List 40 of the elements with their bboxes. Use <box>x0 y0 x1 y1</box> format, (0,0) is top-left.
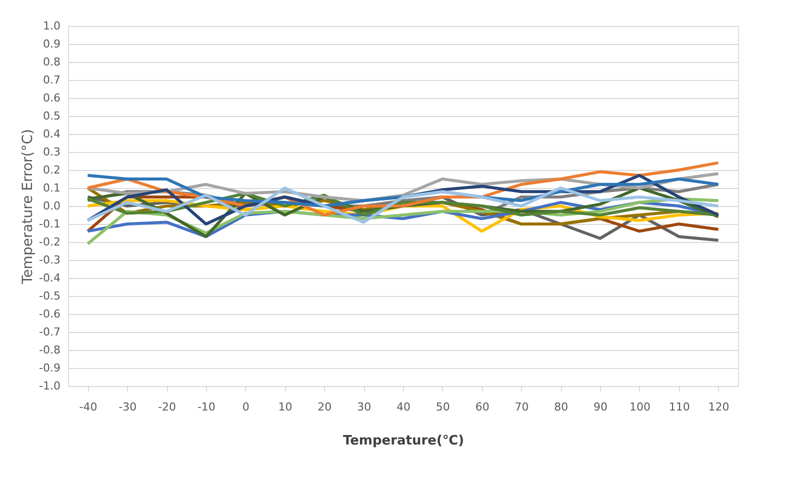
x-tick-label: -30 <box>118 400 137 414</box>
y-tick-label: -0.8 <box>39 344 60 356</box>
x-tick-label: 10 <box>278 400 292 414</box>
y-tick-label: 0.7 <box>43 74 60 86</box>
y-tick-label: -0.1 <box>39 218 60 230</box>
y-tick-label: -0.4 <box>39 272 60 284</box>
y-tick-label: -0.7 <box>39 326 60 338</box>
y-tick-label: -1.0 <box>39 380 60 392</box>
y-tick-label: -0.9 <box>39 362 60 374</box>
y-tick-label: 0.5 <box>43 110 60 122</box>
y-tick-label: 0.1 <box>43 182 60 194</box>
y-tick-label: 0.6 <box>43 92 60 104</box>
x-tick-label: -20 <box>158 400 176 414</box>
x-axis-title: Temperature(℃) <box>342 434 464 448</box>
x-tick-label: 20 <box>318 400 332 414</box>
x-tick-label: 0 <box>242 400 250 414</box>
y-tick-label: 0.0 <box>43 200 60 212</box>
y-tick-label: -0.2 <box>39 236 60 248</box>
x-tick-label: 80 <box>554 400 568 414</box>
y-tick-label: -0.5 <box>39 290 60 302</box>
x-tick-label: 100 <box>629 400 650 414</box>
y-tick-label: 0.2 <box>43 164 60 176</box>
x-tick-label: 90 <box>594 400 608 414</box>
y-tick-label: 0.3 <box>43 146 60 158</box>
x-tick-label: 40 <box>396 400 410 414</box>
x-tick-label: 70 <box>514 400 529 414</box>
x-tick-label: -10 <box>197 400 216 414</box>
x-tick-label: -40 <box>79 400 98 414</box>
y-tick-label: 0.4 <box>43 128 60 140</box>
y-tick-label: 1.0 <box>43 20 60 32</box>
x-tick-label: 50 <box>436 400 450 414</box>
y-tick-label: -0.3 <box>39 254 60 266</box>
y-tick-label: 0.9 <box>43 38 60 50</box>
y-axis-title: Temperature Error(°C) <box>20 129 36 285</box>
x-tick-label: 110 <box>668 400 690 414</box>
x-tick-label: 120 <box>708 400 730 414</box>
y-tick-label: -0.6 <box>39 308 60 320</box>
x-tick-label: 30 <box>357 400 372 414</box>
x-tick-label: 60 <box>475 400 490 414</box>
y-tick-label: 0.8 <box>43 56 60 68</box>
